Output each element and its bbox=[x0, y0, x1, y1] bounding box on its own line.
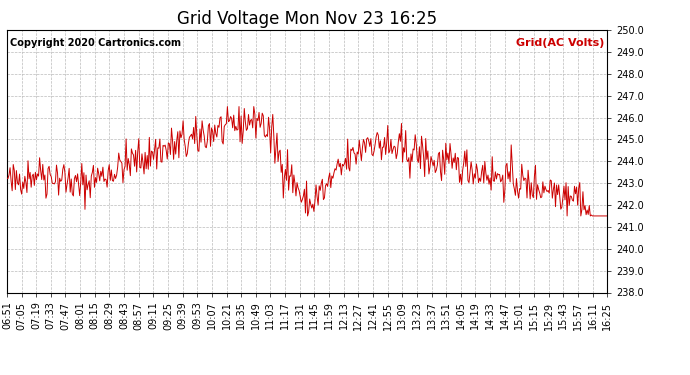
Title: Grid Voltage Mon Nov 23 16:25: Grid Voltage Mon Nov 23 16:25 bbox=[177, 10, 437, 28]
Text: Grid(AC Volts): Grid(AC Volts) bbox=[516, 38, 604, 48]
Text: Copyright 2020 Cartronics.com: Copyright 2020 Cartronics.com bbox=[10, 38, 181, 48]
